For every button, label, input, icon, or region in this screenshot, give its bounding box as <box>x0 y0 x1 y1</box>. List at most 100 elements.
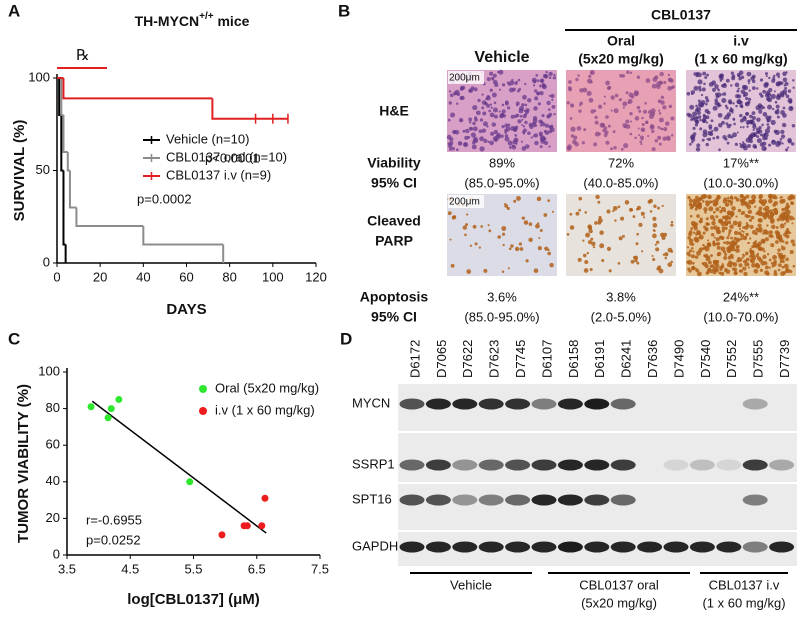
he-nucleus <box>451 146 455 151</box>
he-nucleus <box>493 129 499 135</box>
he-nucleus <box>704 96 709 100</box>
parp-stain <box>464 233 467 237</box>
parp-stain <box>755 253 759 258</box>
parp-stain <box>652 233 657 239</box>
he-nucleus <box>784 81 789 86</box>
parp-stain <box>715 242 720 246</box>
he-nucleus <box>626 70 630 74</box>
column-subtitle: (5x20 mg/kg) <box>578 51 664 67</box>
he-nucleus <box>758 92 763 96</box>
he-nucleus <box>738 70 744 75</box>
he-nucleus <box>751 86 756 91</box>
parp-stain <box>774 240 779 244</box>
parp-stain <box>590 237 594 241</box>
he-nucleus <box>715 92 719 96</box>
he-nucleus <box>625 124 631 129</box>
he-nucleus <box>450 112 456 118</box>
he-nucleus <box>702 115 707 120</box>
blot-band <box>584 541 610 553</box>
he-nucleus <box>639 135 645 140</box>
parp-stain <box>702 231 706 235</box>
he-nucleus <box>748 89 751 92</box>
parp-stain <box>663 232 668 237</box>
parp-stain <box>708 206 714 212</box>
he-nucleus <box>447 118 451 122</box>
parp-stain <box>776 252 780 255</box>
he-nucleus <box>764 128 771 134</box>
he-nucleus <box>720 93 723 96</box>
x-tick-label: 5.5 <box>184 561 202 576</box>
parp-stain <box>733 267 736 270</box>
he-nucleus <box>739 142 742 145</box>
parp-stain <box>694 240 697 243</box>
parp-stain <box>640 211 645 216</box>
he-nucleus <box>478 129 483 134</box>
he-nucleus <box>539 91 544 96</box>
he-nucleus <box>663 80 667 84</box>
blot-band <box>769 541 795 553</box>
he-nucleus <box>522 125 526 128</box>
blot-band <box>505 398 531 410</box>
parp-stain <box>721 229 725 233</box>
he-nucleus <box>521 118 524 121</box>
he-nucleus <box>625 119 630 124</box>
parp-stain <box>715 237 720 242</box>
parp-stain <box>635 242 639 246</box>
he-nucleus <box>708 126 712 130</box>
legend-label: Vehicle (n=10) <box>166 131 249 146</box>
he-nucleus <box>605 140 610 145</box>
he-nucleus <box>470 132 476 138</box>
he-nucleus <box>698 101 704 108</box>
blot-strip <box>398 484 797 530</box>
he-nucleus <box>540 79 544 83</box>
parp-stain <box>774 210 779 215</box>
he-nucleus <box>455 148 459 152</box>
parp-stain <box>715 207 720 212</box>
he-nucleus <box>530 136 533 139</box>
he-nucleus <box>742 85 749 91</box>
parp-stain <box>715 215 719 219</box>
he-nucleus <box>732 117 736 121</box>
he-nucleus <box>740 105 744 109</box>
blot-band <box>689 459 715 471</box>
he-nucleus <box>775 104 780 109</box>
he-nucleus <box>727 134 732 139</box>
blot-band <box>610 398 636 410</box>
he-nucleus <box>532 84 536 87</box>
parp-stain <box>733 242 737 246</box>
parp-stain <box>536 222 540 225</box>
he-nucleus <box>594 120 599 125</box>
he-nucleus <box>725 106 729 110</box>
he-nucleus <box>629 132 633 136</box>
he-nucleus <box>705 142 709 147</box>
he-nucleus <box>579 104 582 107</box>
parp-stain <box>696 271 702 277</box>
he-nucleus <box>481 93 484 96</box>
he-nucleus <box>501 109 506 114</box>
parp-stain <box>624 200 630 205</box>
sample-label: D7745 <box>513 340 528 378</box>
he-nucleus <box>475 110 481 116</box>
he-nucleus <box>792 86 795 89</box>
he-nucleus <box>773 78 776 81</box>
parp-stain <box>702 261 708 267</box>
he-nucleus <box>513 127 516 130</box>
parp-stain <box>785 213 791 218</box>
y-tick-label: 20 <box>46 510 60 525</box>
parp-stain <box>478 246 481 249</box>
he-nucleus <box>518 108 524 114</box>
he-nucleus <box>514 129 517 132</box>
sample-label: D7739 <box>777 340 792 378</box>
he-nucleus <box>473 87 478 92</box>
he-nucleus <box>524 110 529 115</box>
he-nucleus <box>764 72 769 76</box>
he-nucleus <box>568 80 572 84</box>
he-nucleus <box>488 109 492 113</box>
he-nucleus <box>709 132 714 137</box>
parp-stain <box>655 247 660 252</box>
parp-stain <box>773 271 778 276</box>
parp-stain <box>450 263 455 268</box>
survival-step <box>75 207 144 227</box>
parp-stain <box>599 243 605 249</box>
parp-stain <box>617 205 621 209</box>
